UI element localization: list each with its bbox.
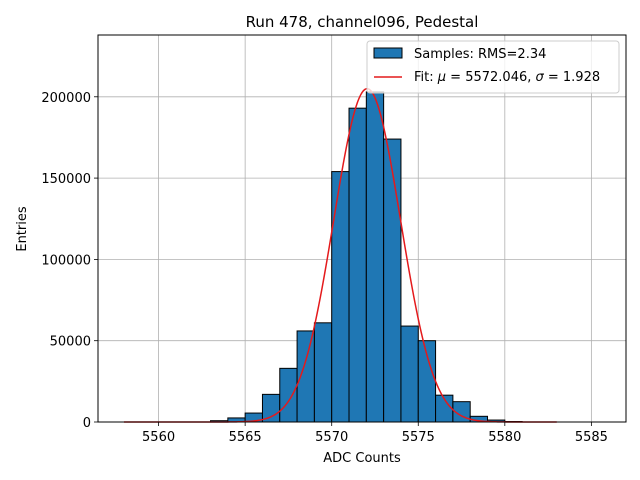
legend: Samples: RMS=2.34 Fit: μ = 5572.046, σ =… <box>366 40 620 94</box>
legend-mu-value: = 5572.046, <box>446 70 535 85</box>
histogram-bar <box>261 393 281 423</box>
histogram-bar <box>365 91 385 423</box>
x-tick-label: 5575 <box>402 430 435 445</box>
y-tick-label: 50000 <box>50 335 91 350</box>
legend-box <box>366 40 620 94</box>
y-tick-label: 200000 <box>41 91 91 106</box>
x-axis-label: ADC Counts <box>323 451 401 466</box>
chart-title: Run 478, channel096, Pedestal <box>246 13 479 31</box>
y-tick-label: 0 <box>83 416 91 431</box>
y-axis-ticks: 0 50000 100000 150000 200000 <box>41 91 98 431</box>
histogram-bars <box>210 91 523 423</box>
y-tick-label: 100000 <box>41 253 91 268</box>
plot-frame <box>97 34 627 423</box>
histogram-bar <box>400 325 419 423</box>
histogram-bar <box>348 107 367 423</box>
histogram-bar <box>331 171 350 423</box>
legend-histogram-label: Samples: RMS=2.34 <box>414 47 546 62</box>
x-tick-label: 5580 <box>488 430 521 445</box>
x-tick-label: 5560 <box>142 430 175 445</box>
legend-sigma-value: = 1.928 <box>544 70 600 85</box>
x-tick-label: 5570 <box>315 430 348 445</box>
histogram-bar <box>383 138 402 423</box>
histogram-bar <box>313 322 333 423</box>
x-tick-label: 5565 <box>229 430 262 445</box>
x-axis-ticks: 5560 5565 5570 5575 5580 5585 <box>142 422 608 445</box>
histogram-bar <box>296 330 315 423</box>
histogram-bar <box>279 367 298 423</box>
legend-mu-symbol: μ <box>437 70 446 85</box>
legend-fit-prefix: Fit: <box>414 70 438 85</box>
x-tick-label: 5585 <box>575 430 608 445</box>
legend-fit-label: Fit: μ = 5572.046, σ = 1.928 <box>414 70 600 85</box>
legend-sigma-symbol: σ <box>536 70 545 85</box>
y-axis-label: Entries <box>15 206 30 252</box>
legend-histogram-swatch <box>373 47 403 59</box>
y-tick-label: 150000 <box>41 172 91 187</box>
